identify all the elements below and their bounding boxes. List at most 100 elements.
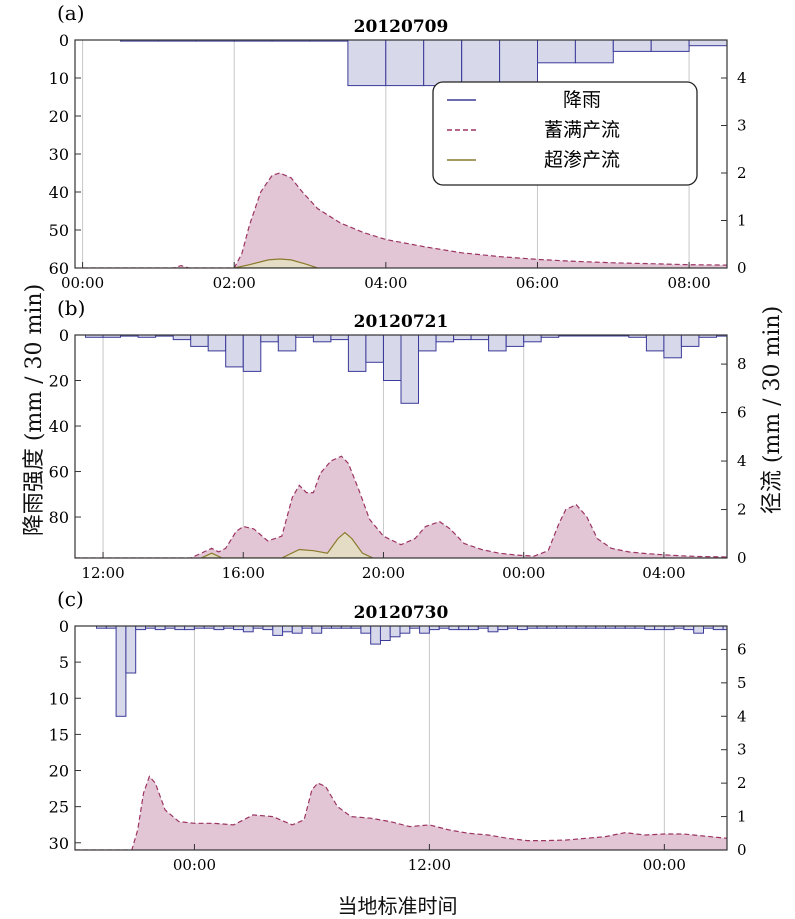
right-tick-label: 8 bbox=[737, 355, 747, 373]
legend-label: 超渗产流 bbox=[544, 149, 620, 171]
legend-label: 蓄满产流 bbox=[544, 119, 620, 141]
runoff-saturation-area bbox=[75, 776, 727, 850]
left-tick-label: 40 bbox=[49, 183, 69, 202]
right-tick-label: 0 bbox=[737, 841, 747, 859]
rain-bar bbox=[453, 335, 472, 341]
rain-bar bbox=[733, 626, 743, 628]
right-tick-label: 0 bbox=[737, 259, 747, 277]
rain-bar bbox=[612, 40, 652, 52]
x-tick-label: 12:00 bbox=[408, 856, 451, 874]
left-tick-label: 10 bbox=[49, 689, 69, 708]
right-tick-label: 2 bbox=[737, 774, 747, 792]
left-axis-label: 降雨强度 (mm / 30 min) bbox=[22, 283, 47, 537]
rain-bar bbox=[172, 335, 192, 341]
left-tick-label: 50 bbox=[49, 221, 69, 240]
left-tick-label: 10 bbox=[49, 69, 69, 88]
right-tick-label: 2 bbox=[737, 501, 747, 519]
rain-bar bbox=[693, 626, 705, 634]
left-tick-label: 60 bbox=[49, 259, 69, 278]
rain-bar bbox=[311, 626, 323, 634]
rain-bar bbox=[385, 40, 425, 87]
rain-bar bbox=[370, 626, 382, 645]
x-tick-label: 12:00 bbox=[81, 564, 124, 582]
rain-bar bbox=[419, 626, 430, 634]
rain-bar bbox=[379, 626, 391, 641]
x-tick-label: 08:00 bbox=[667, 274, 710, 292]
right-tick-label: 4 bbox=[737, 707, 747, 725]
rain-bar bbox=[383, 335, 402, 381]
right-tick-label: 1 bbox=[737, 212, 747, 230]
rain-bar bbox=[537, 40, 576, 64]
runoff-saturation-line bbox=[75, 775, 727, 850]
rain-bar bbox=[242, 335, 262, 372]
left-tick-label: 80 bbox=[49, 508, 69, 527]
rain-bar bbox=[225, 335, 244, 368]
panel-c: (c) 20120730 0 5 10 15 20 25 30 0 1 2 3 4 5 6 00:00 12:00… bbox=[49, 587, 795, 874]
rain-bar bbox=[418, 335, 437, 352]
left-tick-label: 0 bbox=[59, 617, 69, 636]
rain-bar bbox=[115, 626, 127, 717]
x-tick-label: 16:00 bbox=[222, 564, 265, 582]
rain-bar bbox=[330, 335, 349, 341]
panel-label: (a) bbox=[57, 1, 85, 25]
plot-area bbox=[75, 335, 727, 558]
legend-box bbox=[432, 81, 698, 186]
x-tick-label: 06:00 bbox=[516, 274, 559, 292]
left-tick-label: 30 bbox=[49, 145, 69, 164]
rain-bar bbox=[190, 335, 209, 347]
rain-bar bbox=[782, 626, 792, 630]
left-tick-label: 30 bbox=[49, 834, 69, 853]
x-tick-label: 00:00 bbox=[61, 274, 104, 292]
rain-bar bbox=[753, 626, 763, 630]
rain-bar bbox=[125, 626, 137, 674]
rain-bar bbox=[312, 335, 332, 343]
rain-bar bbox=[400, 335, 419, 404]
rain-bar bbox=[360, 626, 372, 634]
rain-bar bbox=[523, 335, 542, 343]
left-tick-label: 20 bbox=[49, 372, 69, 391]
rain-bar bbox=[488, 335, 507, 352]
x-tick-label: 00:00 bbox=[502, 564, 545, 582]
x-tick-label: 02:00 bbox=[213, 274, 256, 292]
rain-bar bbox=[650, 40, 690, 52]
rain-bar bbox=[743, 626, 753, 630]
rain-bar bbox=[423, 40, 463, 87]
rain-bar bbox=[688, 40, 727, 47]
rain-bar bbox=[645, 335, 665, 352]
panel-a: (a) 20120709 0 10 20 30 40 50 60 0 1 2 3 4 00:00 02:00 0… bbox=[49, 1, 795, 292]
rain-bar bbox=[291, 626, 303, 634]
panel-title: 20120709 bbox=[354, 17, 449, 37]
rain-bar bbox=[365, 335, 384, 363]
rain-bar bbox=[680, 335, 700, 347]
rain-bar bbox=[574, 40, 614, 64]
right-tick-label: 5 bbox=[737, 674, 747, 692]
right-tick-label: 6 bbox=[737, 640, 747, 658]
rain-bar bbox=[772, 626, 782, 630]
left-tick-label: 0 bbox=[59, 326, 69, 345]
rain-bar bbox=[722, 626, 727, 631]
rain-bar bbox=[792, 626, 795, 628]
x-tick-label: 00:00 bbox=[173, 856, 216, 874]
right-tick-label: 3 bbox=[737, 117, 747, 135]
rain-bar bbox=[726, 40, 727, 47]
x-tick-label: 20:00 bbox=[362, 564, 405, 582]
x-tick-label: 04:00 bbox=[364, 274, 407, 292]
legend-label: 降雨 bbox=[563, 89, 601, 111]
right-axis-label: 径流 (mm / 30 min) bbox=[760, 305, 785, 515]
rain-bar bbox=[765, 40, 795, 42]
right-tick-label: 2 bbox=[737, 164, 747, 182]
rain-bar bbox=[505, 335, 525, 347]
rain-bar bbox=[207, 335, 227, 352]
x-tick-label: 00:00 bbox=[643, 856, 686, 874]
runoff-infiltration-area bbox=[200, 531, 374, 558]
panel-label: (c) bbox=[57, 587, 84, 611]
runoff-saturation-area bbox=[75, 456, 727, 558]
panel-title: 20120730 bbox=[354, 603, 449, 623]
right-tick-label: 6 bbox=[737, 404, 747, 422]
plot-frame bbox=[74, 625, 728, 851]
left-tick-label: 40 bbox=[49, 417, 69, 436]
rain-bar bbox=[487, 626, 499, 633]
left-tick-label: 5 bbox=[59, 653, 69, 672]
